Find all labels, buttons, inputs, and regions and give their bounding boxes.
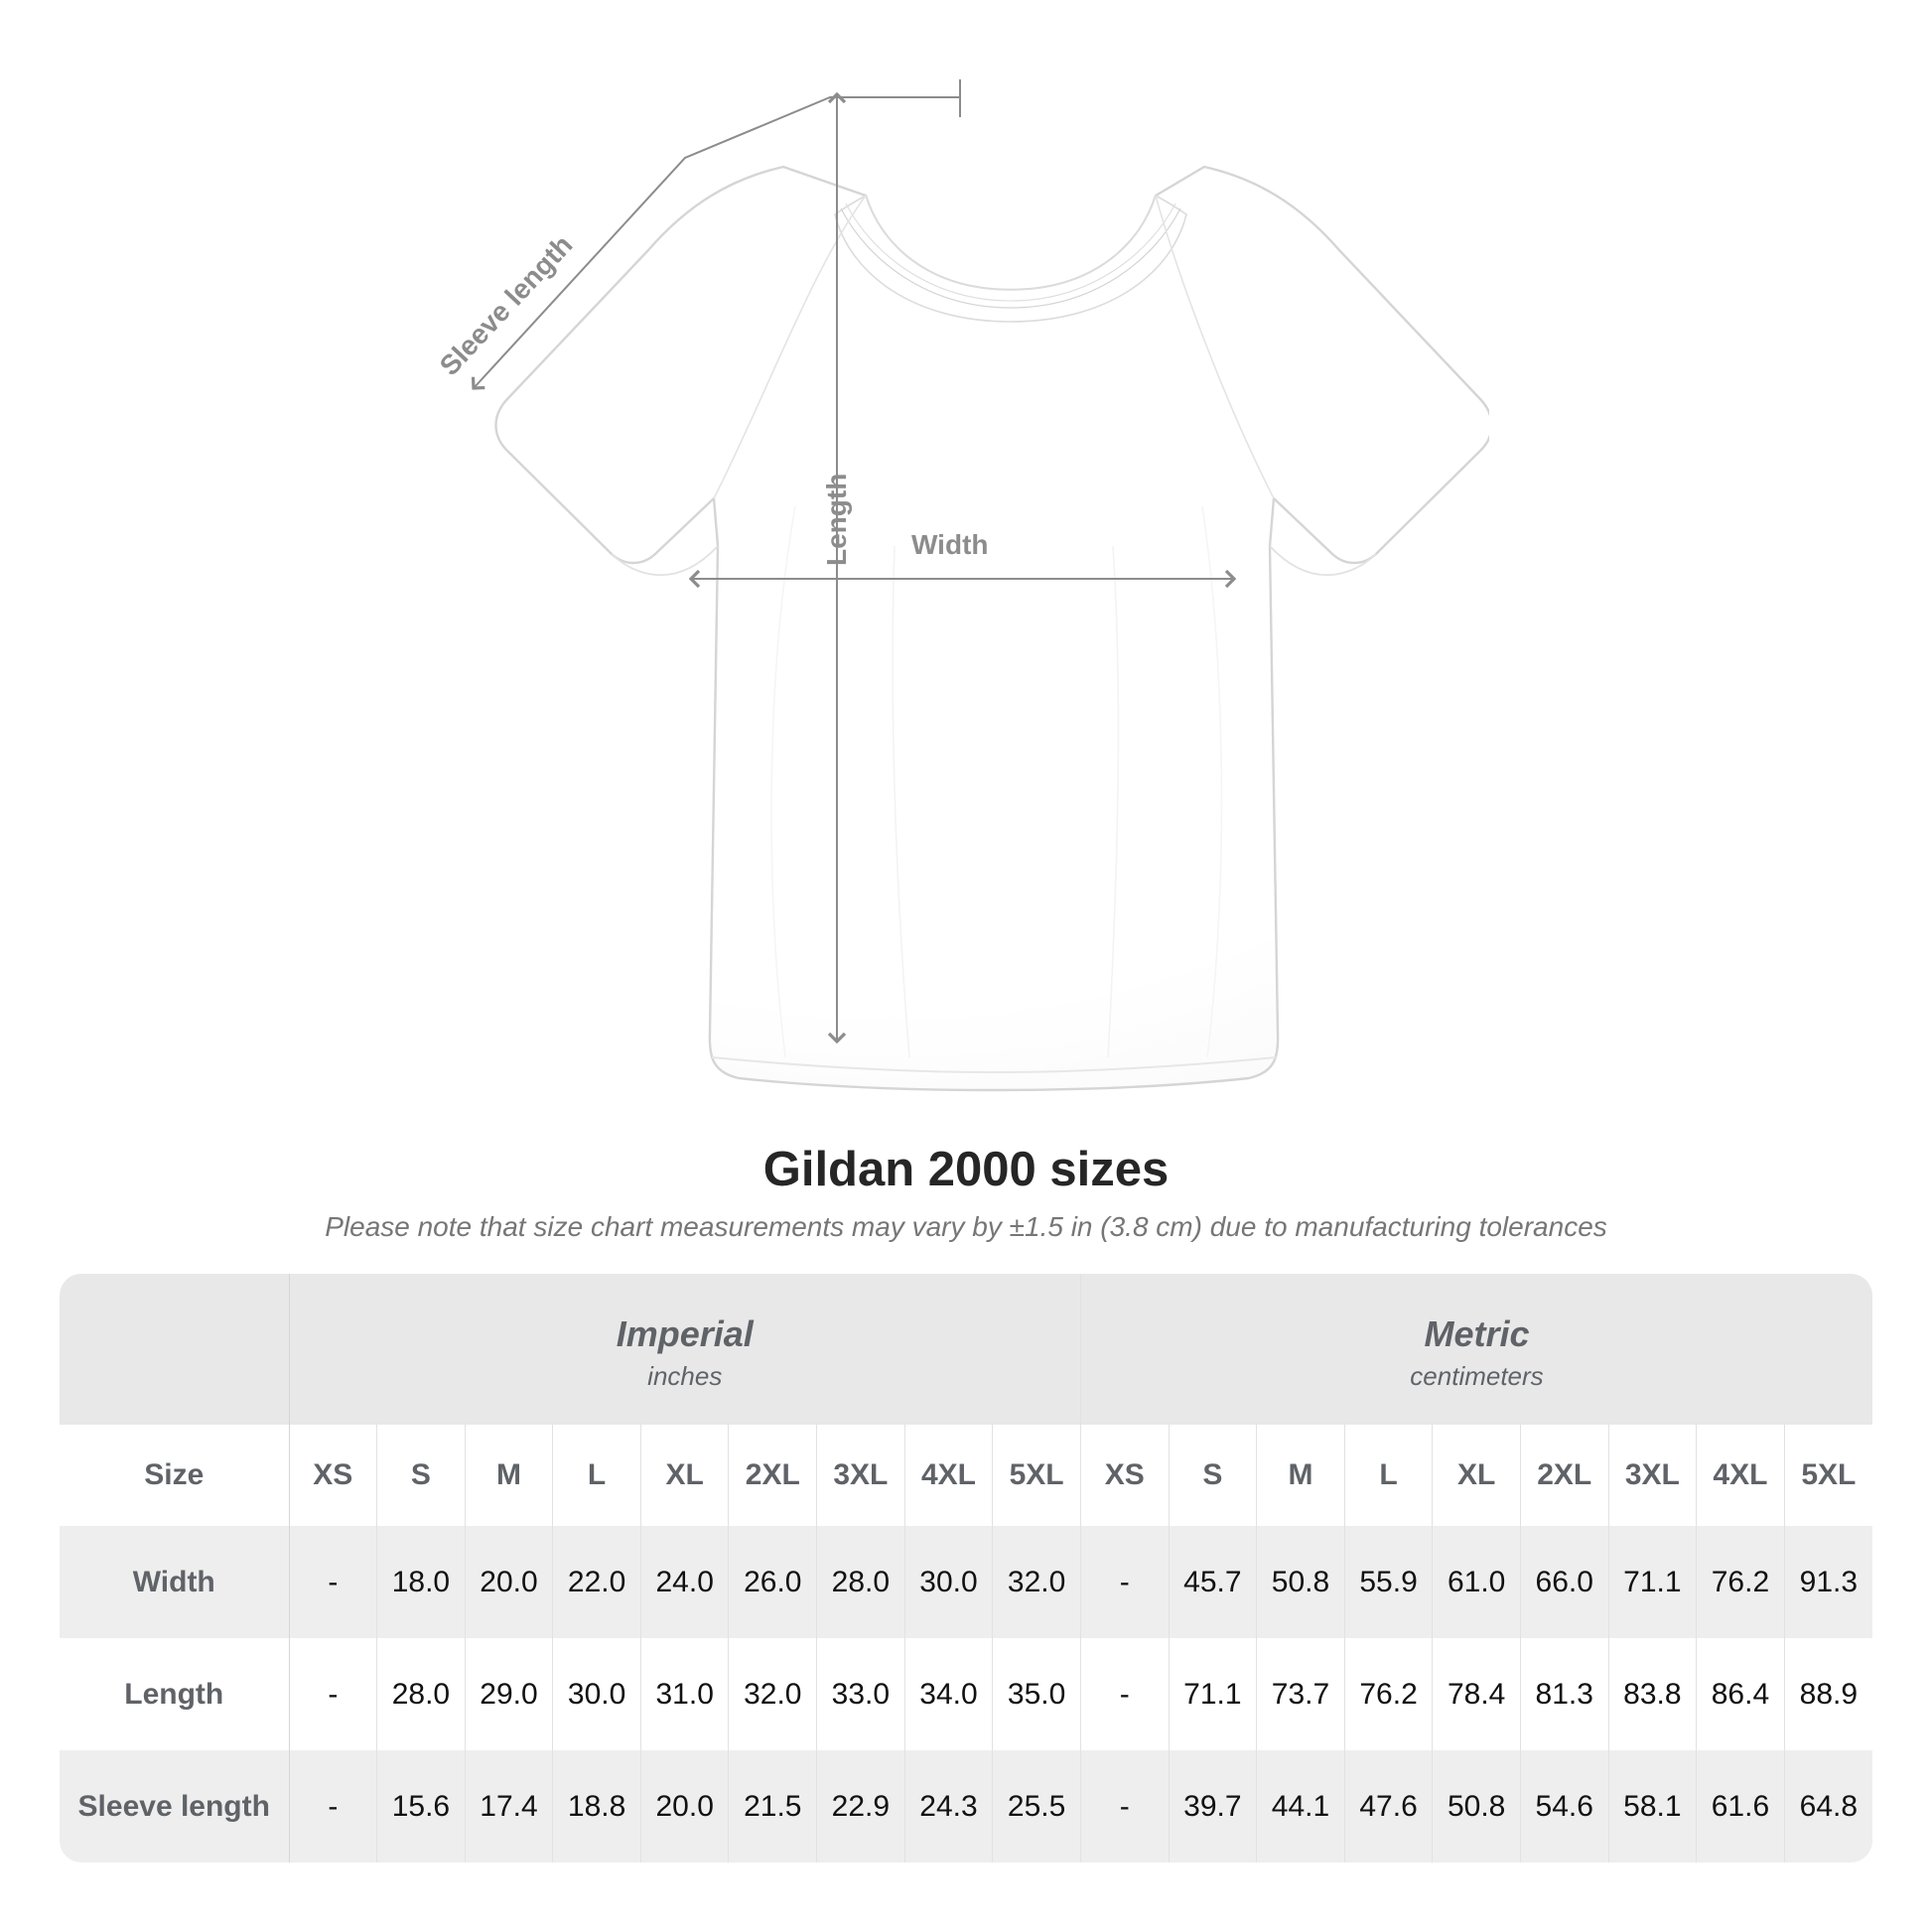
- svg-text:Width: Width: [911, 529, 989, 560]
- svg-text:Length: Length: [821, 474, 852, 566]
